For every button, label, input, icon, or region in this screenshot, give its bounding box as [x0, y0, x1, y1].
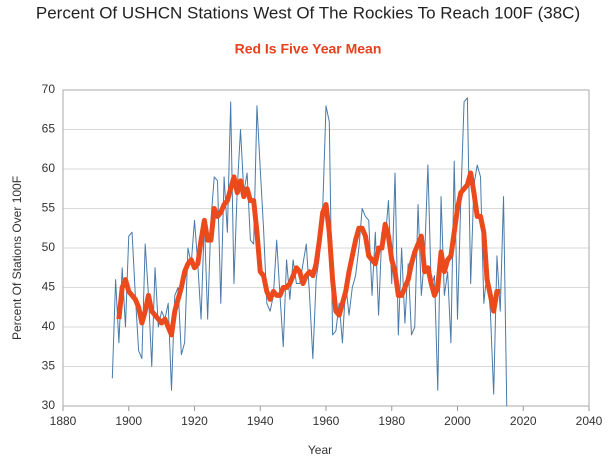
- x-tick-label: 2040: [576, 414, 603, 428]
- y-tick-label: 65: [42, 122, 56, 136]
- x-tick-label: 1920: [181, 414, 208, 428]
- x-tick-label: 1900: [115, 414, 142, 428]
- plot-frame: [62, 89, 590, 407]
- chart-title: Percent Of USHCN Stations West Of The Ro…: [36, 3, 580, 22]
- y-tick-label: 60: [42, 161, 56, 175]
- series-line: [116, 170, 501, 338]
- y-axis-label: Percent Of Stations Over 100F: [10, 176, 24, 340]
- y-tick-label: 45: [42, 280, 56, 294]
- x-tick-label: 1880: [50, 414, 77, 428]
- y-tick-label: 70: [42, 82, 56, 96]
- y-tick-label: 30: [42, 398, 56, 412]
- x-tick-label: 1940: [247, 414, 274, 428]
- x-tick-label: 1960: [313, 414, 340, 428]
- y-tick-label: 40: [42, 319, 56, 333]
- chart-subtitle: Red Is Five Year Mean: [235, 41, 382, 57]
- x-axis-label: Year: [308, 443, 332, 457]
- series-line: [111, 97, 508, 406]
- y-tick-label: 50: [42, 240, 56, 254]
- x-tick-label: 1980: [378, 414, 405, 428]
- x-tick-label: 2020: [510, 414, 537, 428]
- y-tick-label: 55: [42, 201, 56, 215]
- y-tick-label: 35: [42, 359, 56, 373]
- x-tick-label: 2000: [444, 414, 471, 428]
